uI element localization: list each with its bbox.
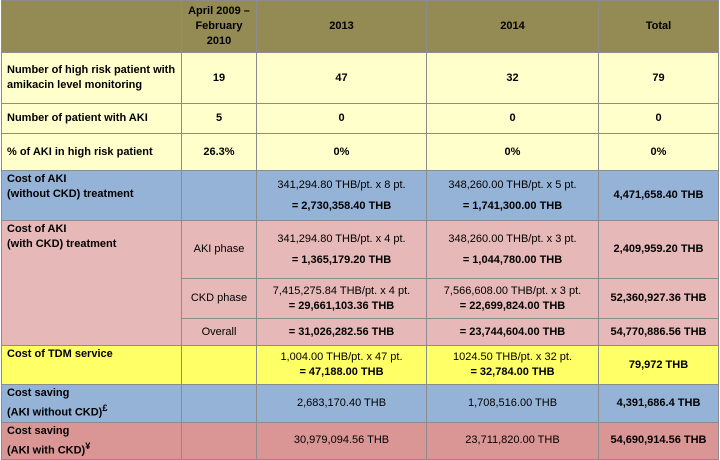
row-label: Cost of AKI (with CKD) treatment [1,220,182,346]
value-cell: 79 [598,52,719,104]
value-cell: 1024.50 THB/pt. x 32 pt. = 32,784.00 THB [426,345,599,385]
row-label: Cost of AKI (without CKD) treatment [1,170,182,221]
phase-cell: Overall [181,318,257,346]
label-line: (AKI with CKD) [7,444,86,457]
result-line: = 1,741,300.00 THB [462,199,563,212]
value-cell: 23,711,820.00 THB [426,421,599,460]
value-cell: 2,683,170.40 THB [256,384,427,423]
header-cell: Total [598,0,719,53]
row-label: Cost of TDM service [1,345,182,385]
value-cell: 19 [181,52,257,104]
result-line: = 22,699,824.00 THB [459,299,566,312]
total-cell: 54,770,886.56 THB [598,318,719,346]
header-cell: April 2009 – February 2010 [181,0,257,53]
calc-line: 1024.50 THB/pt. x 32 pt. [452,351,573,363]
total-cell: 2,409,959.20 THB [598,220,719,279]
label-line: (AKI without CKD) [7,406,103,419]
footnote-mark: ¥ [85,440,91,451]
label-line: Cost of AKI [7,223,67,235]
value-cell: 47 [256,52,427,104]
phase-cell: CKD phase [181,278,257,319]
calc-line: 1,004.00 THB/pt. x 47 pt. [280,351,403,363]
label-line: (with CKD) treatment [7,238,117,250]
calc-line: 341,294.80 THB/pt. x 4 pt. [277,232,406,245]
empty-cell [181,345,257,385]
total-cell: 4,471,658.40 THB [598,170,719,221]
cost-row: CKD phase 7,415,275.84 THB/pt. x 4 pt. = … [2,278,719,319]
calc-line: 341,294.80 THB/pt. x 8 pt. [277,178,406,191]
cost-row: Cost of TDM service 1,004.00 THB/pt. x 4… [1,345,719,385]
row-label: Cost saving (AKI without CKD)£ [1,384,182,423]
value-cell: 1,708,516.00 THB [426,384,599,423]
label-line: Cost saving [7,387,70,399]
value-cell: 1,004.00 THB/pt. x 47 pt. = 47,188.00 THB [256,345,427,385]
calc-line: 7,566,608.00 THB/pt. x 3 pt. [443,284,582,297]
result-line: = 1,044,780.00 THB [462,253,563,266]
total-cell: 4,391,686.4 THB [598,384,719,423]
count-row: Number of patient with AKI 5 0 0 0 [1,103,719,134]
cost-row: Overall = 31,026,282.56 THB = 23,744,604… [2,318,719,346]
empty-cell [181,384,257,423]
label-line: Cost of AKI [7,173,67,185]
header-row: April 2009 – February 2010 2013 2014 Tot… [1,0,719,53]
value-cell: 348,260.00 THB/pt. x 3 pt. = 1,044,780.00… [426,220,599,279]
saving-row: Cost saving (AKI without CKD)£ 2,683,170.… [1,384,719,423]
total-cell: 79,972 THB [598,345,719,385]
value-cell: 7,415,275.84 THB/pt. x 4 pt. = 29,661,103… [256,278,427,319]
cost-row: Cost of AKI (without CKD) treatment 341,2… [1,170,719,221]
value-cell: 341,294.80 THB/pt. x 4 pt. = 1,365,179.20… [256,220,427,279]
corner-cell [1,0,182,53]
result-line: = 1,365,179.20 THB [291,253,392,266]
calc-line: 7,415,275.84 THB/pt. x 4 pt. [272,284,411,297]
result-line: = 2,730,358.40 THB [291,199,392,212]
calc-line: 348,260.00 THB/pt. x 3 pt. [448,232,577,245]
value-cell: 5 [181,103,257,134]
row-label: Cost saving (AKI with CKD)¥ [1,421,182,460]
cost-row: Cost of AKI (with CKD) treatment AKI phas… [1,220,719,346]
value-cell: 32 [426,52,599,104]
value-cell: 0 [426,103,599,134]
empty-cell [181,170,257,221]
value-cell: = 31,026,282.56 THB [256,318,427,346]
value-cell: 348,260.00 THB/pt. x 5 pt. = 1,741,300.00… [426,170,599,221]
label-line: (without CKD) treatment [7,188,134,200]
value-cell: 0% [256,133,427,171]
value-cell: 7,566,608.00 THB/pt. x 3 pt. = 22,699,824… [426,278,599,319]
value-cell: 341,294.80 THB/pt. x 8 pt. = 2,730,358.40… [256,170,427,221]
value-cell: 30,979,094.56 THB [256,421,427,460]
count-row: % of AKI in high risk patient 26.3% 0% 0… [1,133,719,171]
label-line: Cost saving [7,424,70,437]
saving-row: Cost saving (AKI with CKD)¥ 30,979,094.56… [1,421,719,460]
value-cell: 0% [426,133,599,171]
header-cell: 2013 [256,0,427,53]
value-cell: 26.3% [181,133,257,171]
row-label: % of AKI in high risk patient [1,133,182,171]
count-row: Number of high risk patient with amikaci… [1,52,719,104]
row-label: Number of patient with AKI [1,103,182,134]
header-cell: 2014 [426,0,599,53]
total-cell: 54,690,914.56 THB [598,421,719,460]
phase-cell: AKI phase [181,220,257,279]
row-label: Number of high risk patient with amikaci… [1,52,182,104]
value-cell: 0 [256,103,427,134]
footnote-mark: £ [102,403,108,413]
empty-cell [181,421,257,460]
value-cell: 0% [598,133,719,171]
value-cell: = 23,744,604.00 THB [426,318,599,346]
total-cell: 52,360,927.36 THB [598,278,719,319]
result-line: = 32,784.00 THB [470,366,555,378]
result-line: = 47,188.00 THB [299,366,384,378]
calc-line: 348,260.00 THB/pt. x 5 pt. [448,178,577,191]
value-cell: 0 [598,103,719,134]
result-line: = 29,661,103.36 THB [288,299,395,312]
